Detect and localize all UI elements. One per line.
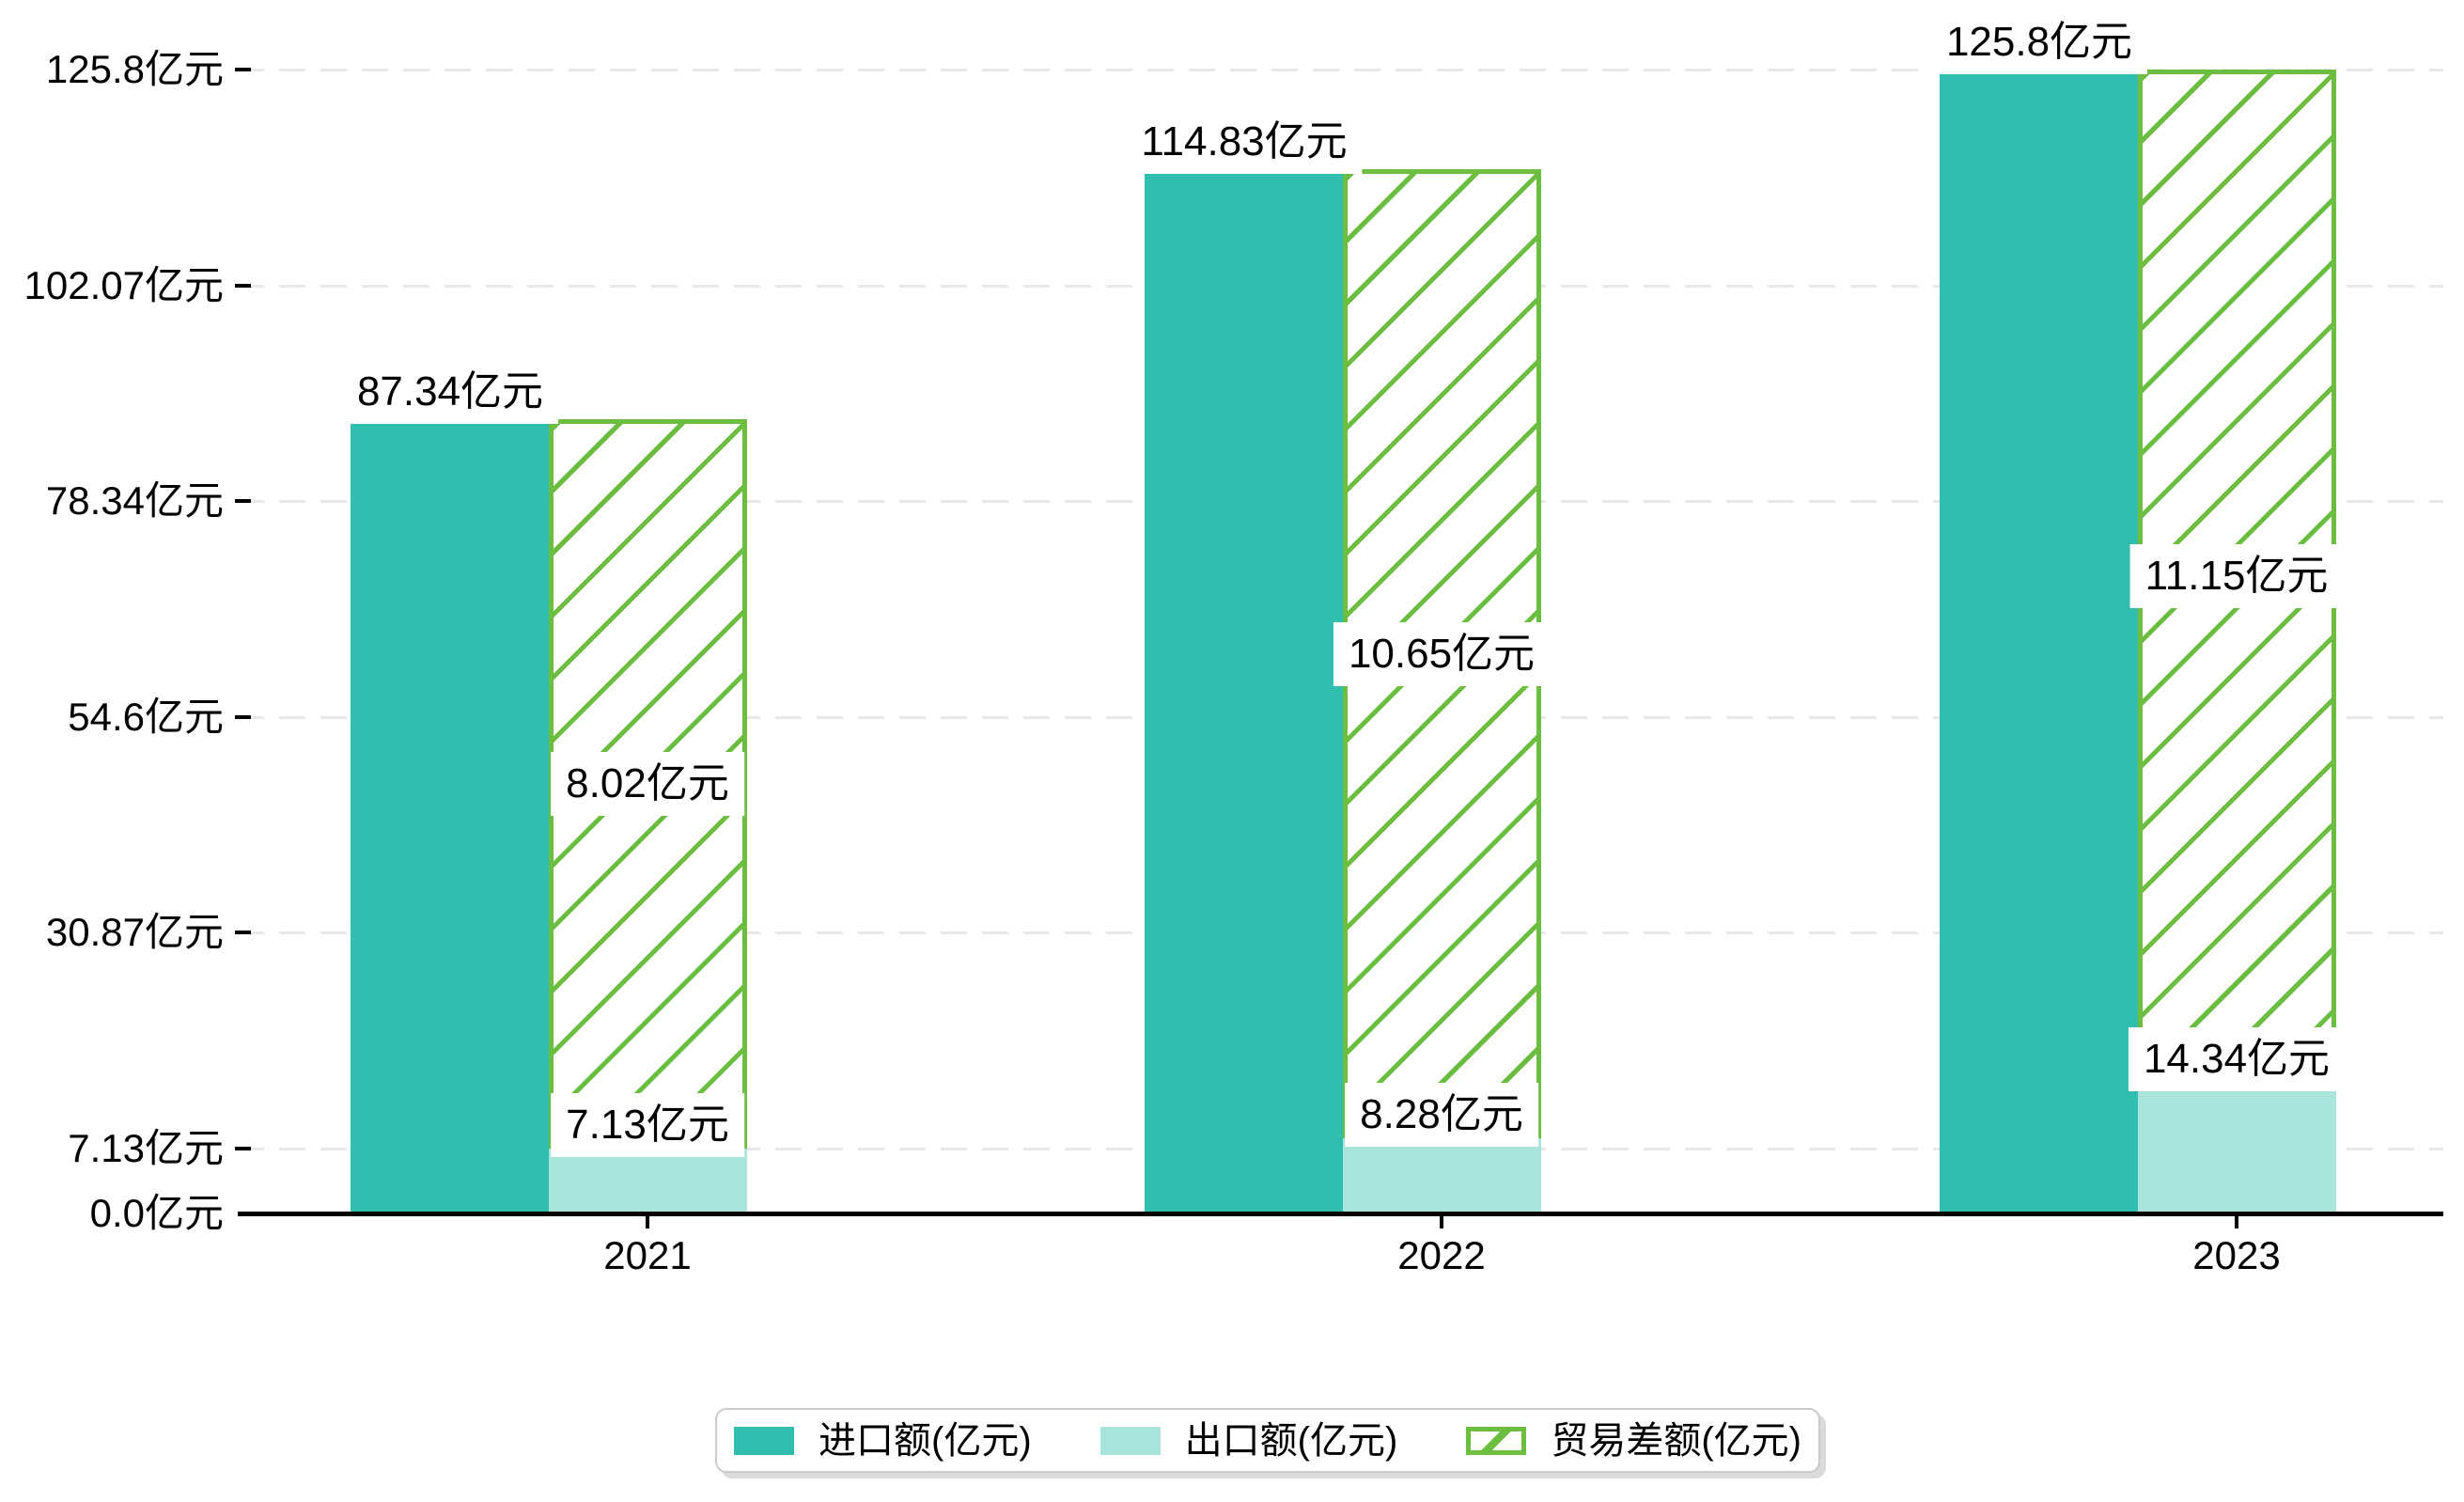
legend-item-export: 出口额(亿元) (1099, 1419, 1398, 1463)
y-axis-label: 102.07亿元 (23, 262, 224, 307)
export-bar-2021 (549, 1149, 747, 1213)
legend-swatch-export-icon (1099, 1426, 1161, 1455)
legend-swatch-balance-icon (1466, 1426, 1527, 1455)
y-axis-tick (235, 1147, 251, 1151)
y-axis-label: 0.0亿元 (89, 1191, 224, 1235)
export-bar-2023 (2138, 1083, 2336, 1213)
gridline (238, 69, 2443, 71)
export-value-label: 14.34亿元 (2128, 1027, 2346, 1092)
y-axis-label: 30.87亿元 (45, 910, 224, 955)
x-axis-label-2023: 2023 (2192, 1233, 2281, 1277)
y-axis-label: 54.6亿元 (68, 694, 224, 739)
import-value-label: 87.34亿元 (341, 360, 559, 425)
y-axis-label: 7.13亿元 (68, 1126, 224, 1171)
y-axis-tick (235, 283, 251, 288)
y-axis-label: 125.8亿元 (45, 47, 224, 91)
x-axis-tick (2235, 1213, 2238, 1228)
x-axis-tick (1440, 1213, 1443, 1228)
import-bar-2022 (1145, 169, 1343, 1213)
legend-label-balance: 贸易差额(亿元) (1551, 1419, 1801, 1462)
y-axis-tick (235, 714, 251, 719)
x-axis-label-2021: 2021 (603, 1233, 692, 1277)
export-value-label: 7.13亿元 (551, 1093, 744, 1158)
import-value-label: 114.83亿元 (1126, 110, 1363, 175)
legend-item-balance: 贸易差额(亿元) (1466, 1419, 1801, 1463)
x-axis-label-2022: 2022 (1397, 1233, 1486, 1277)
legend: 进口额(亿元) 出口额(亿元) 贸易差额(亿元) (715, 1408, 1820, 1473)
y-axis-label: 78.34亿元 (45, 478, 224, 524)
balance-value-label: 10.65亿元 (1333, 621, 1551, 686)
export-value-label: 8.28亿元 (1345, 1082, 1538, 1147)
y-axis-tick (235, 68, 251, 71)
y-axis-tick (235, 931, 251, 935)
import-bar-2021 (351, 419, 549, 1213)
balance-value-label: 11.15亿元 (2129, 544, 2344, 609)
legend-label-export: 出口额(亿元) (1184, 1419, 1398, 1462)
legend-item-import: 进口额(亿元) (734, 1419, 1032, 1463)
import-value-label: 125.8亿元 (1930, 10, 2148, 74)
y-axis-tick (235, 499, 251, 504)
import-bar-2023 (1940, 70, 2138, 1213)
x-axis-tick (646, 1213, 649, 1228)
legend-swatch-import-icon (734, 1426, 794, 1455)
balance-value-label: 8.02亿元 (551, 752, 744, 817)
legend-label-import: 进口额(亿元) (819, 1419, 1032, 1462)
export-bar-2022 (1343, 1137, 1541, 1213)
x-axis-line (238, 1212, 2443, 1216)
